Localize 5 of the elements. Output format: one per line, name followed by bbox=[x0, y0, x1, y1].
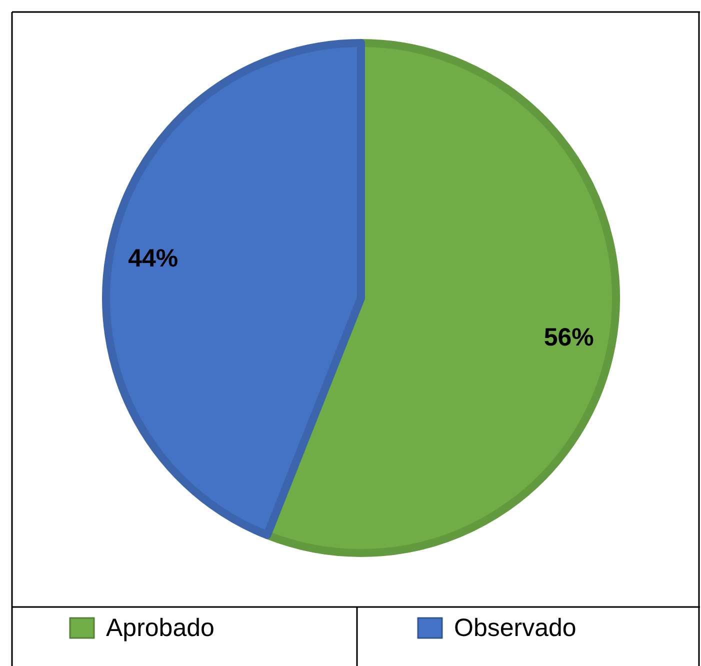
legend-label: Observado bbox=[454, 614, 576, 642]
pie-slice bbox=[102, 39, 365, 540]
data-label: 44% bbox=[128, 244, 178, 272]
legend-label: Aprobado bbox=[106, 614, 214, 642]
data-label: 56% bbox=[544, 324, 594, 352]
